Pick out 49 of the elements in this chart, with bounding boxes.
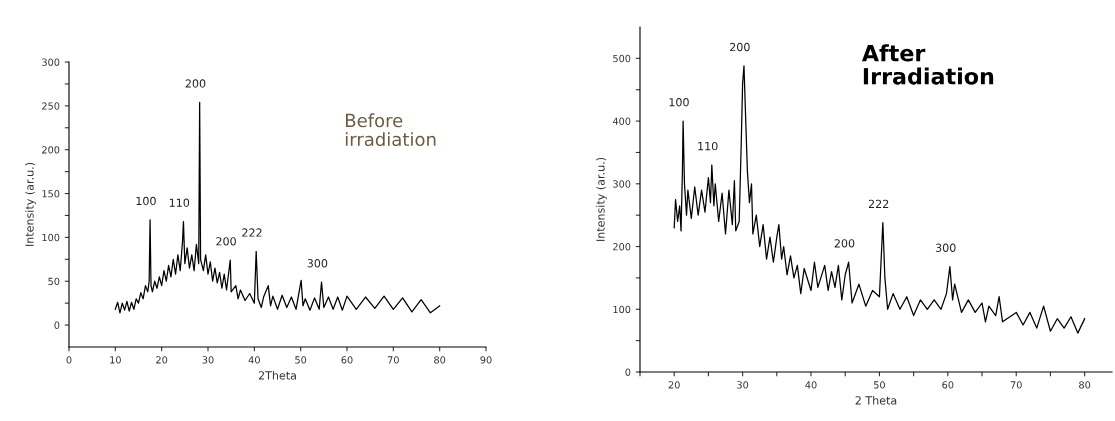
y-tick-label: 0 (54, 321, 60, 329)
annotation: 100 (669, 98, 689, 107)
x-tick-label: 40 (805, 381, 817, 389)
x-tick-label: 30 (202, 356, 214, 364)
x-tick-label: 20 (668, 381, 680, 389)
annotation: 300 (935, 243, 956, 252)
y-tick-label: 300 (613, 180, 631, 188)
annotation: 200 (185, 79, 206, 88)
y-tick-label: 0 (625, 368, 631, 376)
y-tick-label: 200 (613, 243, 631, 251)
line-series (114, 101, 441, 314)
y-tick-label: 500 (613, 54, 631, 63)
y-tick-label: 150 (42, 190, 60, 198)
annotation: 200 (834, 239, 855, 248)
x-tick-label: 80 (1079, 381, 1091, 389)
x-tick-label: 60 (341, 356, 353, 364)
x-tick-label: 70 (1010, 381, 1022, 389)
x-tick-label: 50 (873, 381, 885, 389)
x-tick-label: 40 (248, 356, 260, 364)
x-tick-label: 10 (110, 356, 121, 364)
x-tick-label: 90 (480, 356, 492, 364)
annotation: 100 (136, 196, 156, 206)
x-tick-label: 20 (156, 356, 168, 364)
annotation: 200 (216, 237, 236, 246)
text: After Irradiation (861, 44, 994, 85)
annotation: 300 (307, 259, 328, 268)
y-axis-title: Intensity (ar.u.) (596, 157, 607, 241)
y-tick-label: 250 (42, 102, 60, 110)
y-tick-label: 50 (48, 277, 60, 286)
x-tick-label: 50 (295, 356, 307, 364)
x-axis-title: 2Theta (258, 370, 296, 380)
y-tick-label: 100 (42, 233, 60, 242)
x-tick-label: 70 (387, 356, 399, 364)
x-tick-label: 0 (66, 356, 72, 364)
annotation: 222 (242, 228, 262, 237)
annotation: 110 (169, 198, 190, 207)
x-tick-label: 30 (737, 381, 749, 389)
annotation: 110 (698, 141, 718, 151)
y-tick-label: 300 (42, 58, 60, 66)
text: Before irradiation (345, 113, 436, 147)
y-axis-title: Intensity (ar.u.) (25, 162, 36, 246)
y-tick-label: 400 (612, 117, 631, 125)
annotation: 200 (730, 42, 750, 52)
x-tick-label: 60 (942, 381, 954, 389)
y-tick-label: 100 (613, 305, 631, 314)
y-tick-label: 200 (42, 146, 60, 154)
x-tick-label: 80 (434, 356, 446, 364)
annotation: 222 (868, 199, 889, 208)
x-axis-title: 2 Theta (855, 395, 897, 405)
